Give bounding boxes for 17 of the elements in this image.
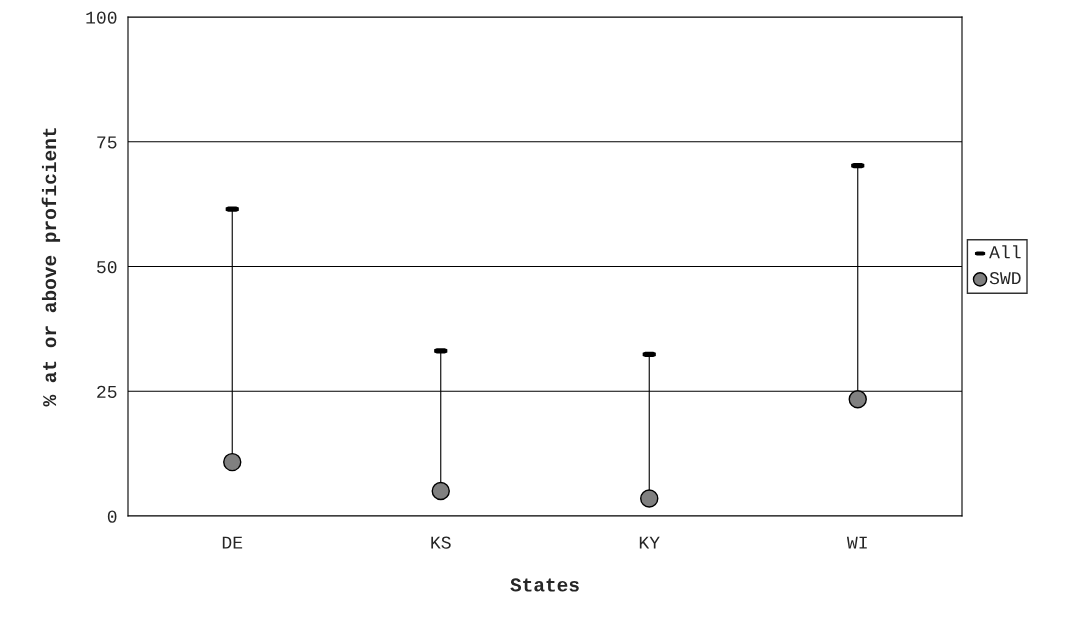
x-tick-label: KS	[431, 536, 451, 549]
point	[848, 390, 867, 409]
legend-label: All	[989, 245, 1021, 259]
y-axis-title: % at or above proficient	[41, 128, 61, 407]
point	[431, 481, 450, 501]
y-tick-label: 75	[97, 136, 117, 149]
point	[223, 452, 242, 472]
x-tick-label: KY	[639, 536, 660, 549]
y-tick-label: 50	[97, 260, 117, 274]
y-tick-label: 0	[107, 510, 117, 523]
x-tick-label: DE	[222, 536, 243, 549]
x-tick-label: WI	[846, 536, 867, 549]
y-tick-label: 100	[86, 11, 117, 24]
y-tick-label: 25	[97, 385, 117, 398]
x-axis-title: States	[510, 578, 579, 592]
legend-label: SWD	[989, 272, 1021, 285]
point	[640, 489, 659, 508]
